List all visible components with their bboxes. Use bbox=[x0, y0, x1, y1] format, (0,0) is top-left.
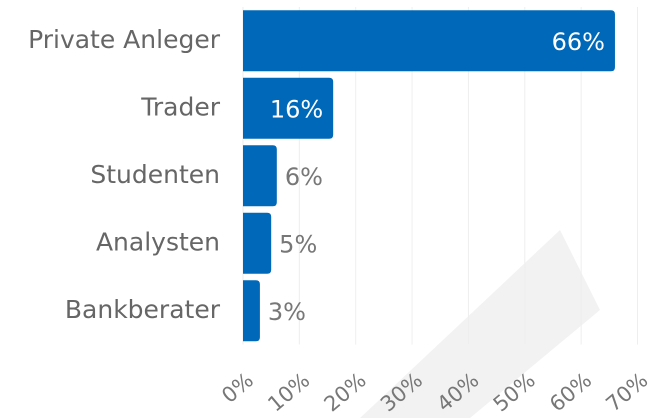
value-label: 66% bbox=[552, 28, 605, 56]
category-label: Bankberater bbox=[65, 295, 221, 324]
x-tick-label: 70% bbox=[601, 368, 652, 416]
category-label: Studenten bbox=[90, 160, 220, 189]
x-tick-label: 60% bbox=[545, 368, 596, 416]
value-label: 5% bbox=[279, 230, 317, 258]
x-tick-label: 10% bbox=[263, 368, 314, 416]
bar bbox=[243, 280, 260, 342]
value-label: 3% bbox=[268, 298, 306, 326]
category-label: Trader bbox=[140, 92, 220, 121]
watermark bbox=[360, 230, 600, 418]
bar bbox=[243, 145, 277, 207]
x-tick-label: 0% bbox=[217, 368, 258, 408]
category-label: Private Anleger bbox=[28, 25, 221, 54]
value-label: 16% bbox=[270, 95, 323, 123]
category-label: Analysten bbox=[96, 227, 220, 256]
bar bbox=[243, 212, 272, 274]
bar bbox=[243, 77, 334, 139]
x-tick-label: 20% bbox=[320, 368, 371, 416]
value-label: 6% bbox=[285, 163, 323, 191]
bar bbox=[243, 10, 615, 72]
